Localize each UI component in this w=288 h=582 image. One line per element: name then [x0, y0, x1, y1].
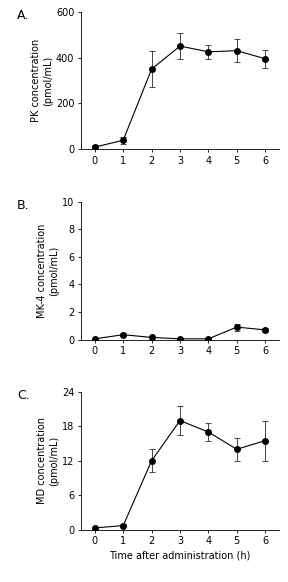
Y-axis label: MD concentration
(pmol/mL): MD concentration (pmol/mL) [37, 417, 59, 504]
Y-axis label: PK concentration
(pmol/mL): PK concentration (pmol/mL) [31, 39, 53, 122]
X-axis label: Time after administration (h): Time after administration (h) [109, 550, 251, 560]
Text: C.: C. [17, 389, 30, 402]
Y-axis label: MK-4 concentration
(pmol/mL): MK-4 concentration (pmol/mL) [37, 223, 59, 318]
Text: A.: A. [17, 9, 29, 22]
Text: B.: B. [17, 199, 30, 212]
